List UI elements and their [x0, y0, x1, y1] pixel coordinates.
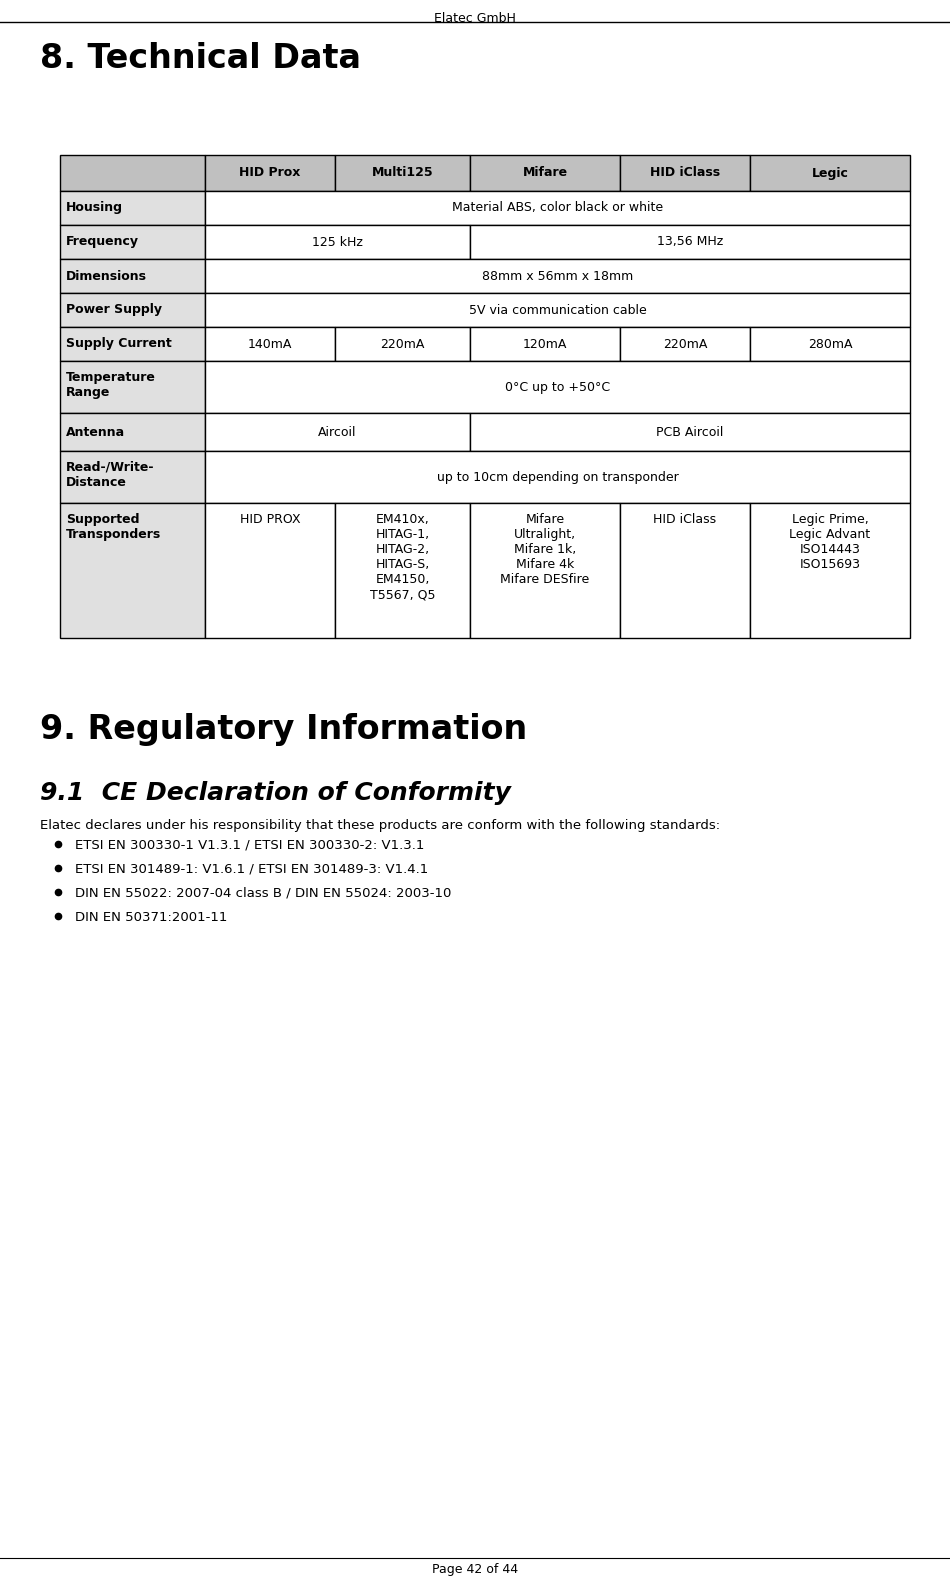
Text: 125 kHz: 125 kHz: [312, 235, 363, 248]
Text: Mifare
Ultralight,
Mifare 1k,
Mifare 4k
Mifare DESfire: Mifare Ultralight, Mifare 1k, Mifare 4k …: [501, 513, 590, 586]
Bar: [205, 504, 335, 639]
Bar: [60, 504, 205, 639]
Bar: [205, 259, 910, 292]
Bar: [750, 327, 910, 361]
Text: Housing: Housing: [66, 202, 123, 215]
Text: Temperature
Range: Temperature Range: [66, 370, 156, 399]
Bar: [60, 259, 205, 292]
Bar: [60, 451, 205, 504]
Text: HID Prox: HID Prox: [239, 167, 301, 180]
Bar: [620, 327, 750, 361]
Text: Legic: Legic: [811, 167, 848, 180]
Bar: [205, 292, 910, 327]
Bar: [205, 156, 335, 191]
Bar: [470, 156, 620, 191]
Bar: [205, 361, 910, 413]
Text: PCB Aircoil: PCB Aircoil: [656, 426, 724, 439]
Text: 0°C up to +50°C: 0°C up to +50°C: [505, 380, 610, 394]
Text: 9.1  CE Declaration of Conformity: 9.1 CE Declaration of Conformity: [40, 782, 511, 806]
Bar: [205, 413, 470, 451]
Bar: [60, 156, 205, 191]
Bar: [335, 327, 470, 361]
Text: ETSI EN 301489-1: V1.6.1 / ETSI EN 301489-3: V1.4.1: ETSI EN 301489-1: V1.6.1 / ETSI EN 30148…: [75, 863, 428, 876]
Text: EM410x,
HITAG-1,
HITAG-2,
HITAG-S,
EM4150,
T5567, Q5: EM410x, HITAG-1, HITAG-2, HITAG-S, EM415…: [370, 513, 435, 601]
Bar: [620, 156, 750, 191]
Bar: [205, 226, 470, 259]
Text: DIN EN 55022: 2007-04 class B / DIN EN 55024: 2003-10: DIN EN 55022: 2007-04 class B / DIN EN 5…: [75, 887, 451, 899]
Text: Dimensions: Dimensions: [66, 270, 147, 283]
Bar: [750, 504, 910, 639]
Text: Supported
Transponders: Supported Transponders: [66, 513, 162, 540]
Bar: [470, 413, 910, 451]
Text: 220mA: 220mA: [663, 337, 707, 351]
Bar: [750, 156, 910, 191]
Text: Supply Current: Supply Current: [66, 337, 172, 351]
Bar: [620, 504, 750, 639]
Bar: [470, 327, 620, 361]
Text: DIN EN 50371:2001-11: DIN EN 50371:2001-11: [75, 910, 227, 923]
Bar: [60, 413, 205, 451]
Text: 120mA: 120mA: [522, 337, 567, 351]
Text: Elatec declares under his responsibility that these products are conform with th: Elatec declares under his responsibility…: [40, 818, 720, 833]
Text: 9. Regulatory Information: 9. Regulatory Information: [40, 713, 527, 745]
Text: Frequency: Frequency: [66, 235, 139, 248]
Text: 13,56 MHz: 13,56 MHz: [656, 235, 723, 248]
Text: 220mA: 220mA: [380, 337, 425, 351]
Text: 140mA: 140mA: [248, 337, 293, 351]
Bar: [205, 451, 910, 504]
Text: Mifare: Mifare: [522, 167, 567, 180]
Text: HID PROX: HID PROX: [239, 513, 300, 526]
Bar: [60, 361, 205, 413]
Text: Read-/Write-
Distance: Read-/Write- Distance: [66, 461, 155, 489]
Bar: [60, 226, 205, 259]
Text: HID iClass: HID iClass: [650, 167, 720, 180]
Bar: [470, 226, 910, 259]
Text: Aircoil: Aircoil: [318, 426, 357, 439]
Text: Material ABS, color black or white: Material ABS, color black or white: [452, 202, 663, 215]
Text: Legic Prime,
Legic Advant
ISO14443
ISO15693: Legic Prime, Legic Advant ISO14443 ISO15…: [789, 513, 870, 570]
Bar: [60, 327, 205, 361]
Text: HID iClass: HID iClass: [654, 513, 716, 526]
Bar: [335, 156, 470, 191]
Text: 5V via communication cable: 5V via communication cable: [468, 303, 646, 316]
Bar: [470, 504, 620, 639]
Bar: [60, 292, 205, 327]
Text: up to 10cm depending on transponder: up to 10cm depending on transponder: [437, 470, 678, 483]
Bar: [335, 504, 470, 639]
Text: 88mm x 56mm x 18mm: 88mm x 56mm x 18mm: [482, 270, 633, 283]
Text: ETSI EN 300330-1 V1.3.1 / ETSI EN 300330-2: V1.3.1: ETSI EN 300330-1 V1.3.1 / ETSI EN 300330…: [75, 839, 425, 852]
Bar: [205, 327, 335, 361]
Text: Page 42 of 44: Page 42 of 44: [432, 1564, 518, 1576]
Text: Antenna: Antenna: [66, 426, 125, 439]
Bar: [60, 191, 205, 226]
Text: Power Supply: Power Supply: [66, 303, 162, 316]
Text: Elatec GmbH: Elatec GmbH: [434, 13, 516, 25]
Text: 8. Technical Data: 8. Technical Data: [40, 41, 361, 75]
Text: Multi125: Multi125: [371, 167, 433, 180]
Bar: [205, 191, 910, 226]
Text: 280mA: 280mA: [808, 337, 852, 351]
